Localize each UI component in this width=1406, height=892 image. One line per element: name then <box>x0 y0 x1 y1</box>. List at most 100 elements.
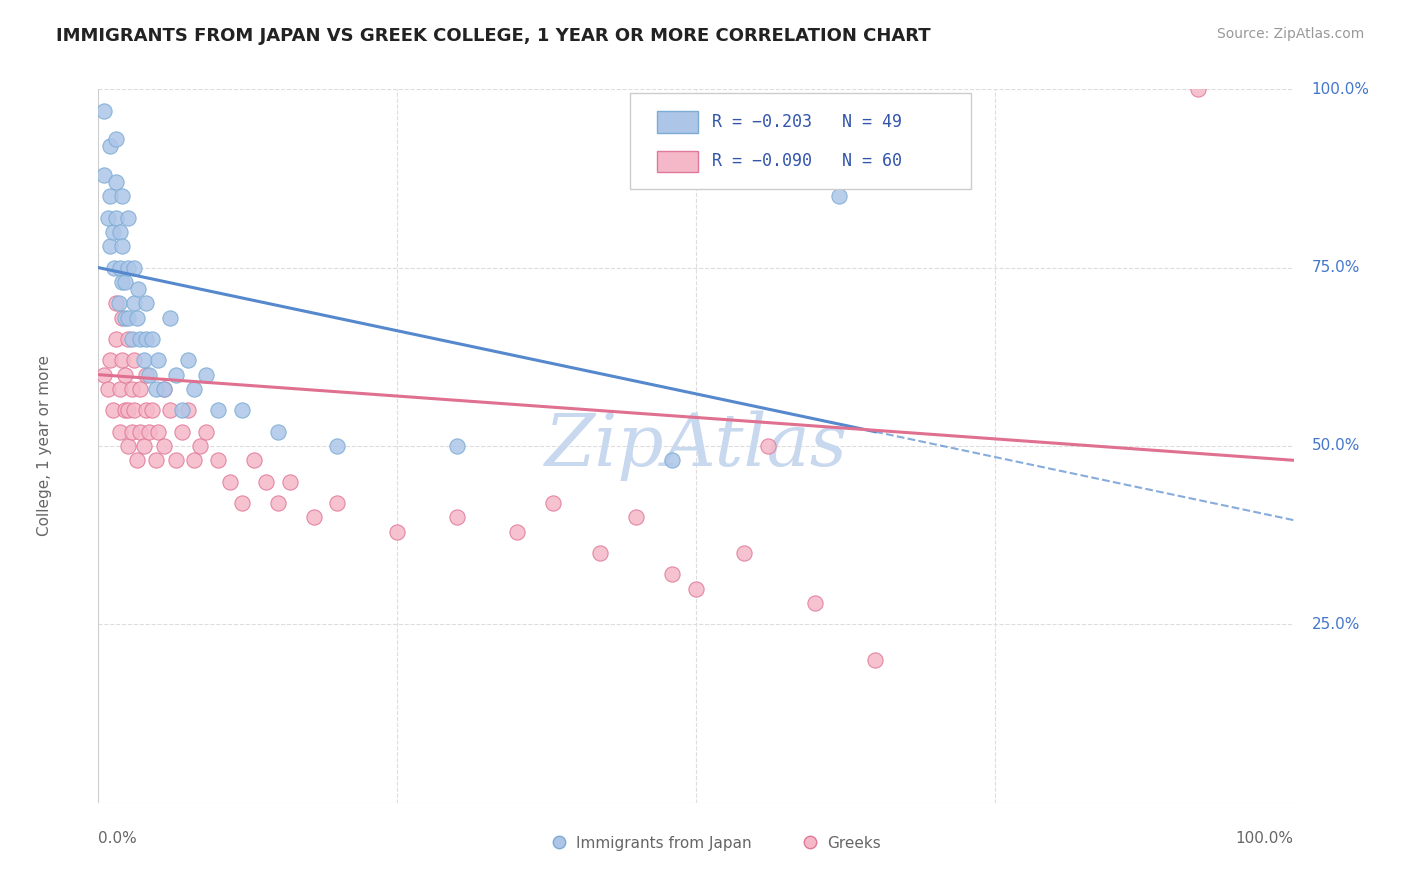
Point <box>93 168 115 182</box>
Point <box>107 296 129 310</box>
Point <box>105 175 128 189</box>
Text: 25.0%: 25.0% <box>1312 617 1360 632</box>
Point <box>132 353 155 368</box>
Point <box>207 403 229 417</box>
Point <box>105 211 128 225</box>
Point <box>125 310 148 325</box>
Point <box>111 189 134 203</box>
Point <box>326 439 349 453</box>
Point <box>254 475 277 489</box>
Point <box>114 275 136 289</box>
Text: 75.0%: 75.0% <box>1312 260 1360 275</box>
Point <box>172 425 194 439</box>
Point <box>685 582 707 596</box>
Point <box>243 453 266 467</box>
Point <box>98 353 122 368</box>
Text: 50.0%: 50.0% <box>1312 439 1360 453</box>
Point <box>117 310 139 325</box>
Point <box>177 403 200 417</box>
Point <box>159 310 181 325</box>
Point <box>195 368 218 382</box>
Point <box>97 211 120 225</box>
Point <box>101 225 124 239</box>
Point <box>804 596 827 610</box>
FancyBboxPatch shape <box>657 151 699 172</box>
Point <box>661 567 683 582</box>
Point <box>177 353 200 368</box>
Point <box>446 439 468 453</box>
Point <box>145 382 167 396</box>
Point <box>114 403 136 417</box>
Point <box>114 368 136 382</box>
Point <box>93 103 115 118</box>
Point <box>547 835 569 849</box>
Point <box>111 353 134 368</box>
Point <box>121 332 143 346</box>
Point <box>153 439 176 453</box>
Point <box>207 453 229 467</box>
Point <box>135 332 157 346</box>
Point <box>125 453 148 467</box>
Point <box>799 835 821 849</box>
Point <box>97 382 120 396</box>
Text: Greeks: Greeks <box>827 836 882 851</box>
Point <box>1187 82 1209 96</box>
FancyBboxPatch shape <box>657 112 699 133</box>
Text: College, 1 year or more: College, 1 year or more <box>37 356 52 536</box>
Point <box>195 425 218 439</box>
Point <box>159 403 181 417</box>
Point <box>148 425 170 439</box>
Point <box>385 524 409 539</box>
Point <box>138 425 160 439</box>
Point <box>165 368 187 382</box>
Point <box>124 296 146 310</box>
Point <box>117 332 139 346</box>
Point <box>183 453 205 467</box>
Point <box>108 225 131 239</box>
Point <box>129 332 152 346</box>
Point <box>114 310 136 325</box>
Point <box>103 260 125 275</box>
Point <box>231 403 253 417</box>
Point <box>105 332 128 346</box>
Point <box>153 382 176 396</box>
Point <box>541 496 564 510</box>
Point <box>108 382 131 396</box>
Point <box>111 310 134 325</box>
Point <box>127 282 149 296</box>
Point <box>589 546 612 560</box>
Point <box>506 524 529 539</box>
Point <box>121 382 143 396</box>
Point <box>756 439 779 453</box>
Point <box>141 332 163 346</box>
Point <box>132 439 155 453</box>
Point <box>105 132 128 146</box>
Point <box>188 439 211 453</box>
Point <box>302 510 325 524</box>
Point <box>661 453 683 467</box>
Point <box>98 239 122 253</box>
Text: 100.0%: 100.0% <box>1236 831 1294 847</box>
Point <box>117 403 139 417</box>
Point <box>183 382 205 396</box>
Point <box>129 382 152 396</box>
Text: IMMIGRANTS FROM JAPAN VS GREEK COLLEGE, 1 YEAR OR MORE CORRELATION CHART: IMMIGRANTS FROM JAPAN VS GREEK COLLEGE, … <box>56 27 931 45</box>
Text: R = −0.203   N = 49: R = −0.203 N = 49 <box>711 113 901 131</box>
Point <box>108 260 131 275</box>
Point <box>117 260 139 275</box>
Point <box>129 425 152 439</box>
Point <box>135 368 157 382</box>
Text: 0.0%: 0.0% <box>98 831 138 847</box>
Point <box>278 475 301 489</box>
Text: Source: ZipAtlas.com: Source: ZipAtlas.com <box>1216 27 1364 41</box>
Point <box>108 425 131 439</box>
Point <box>165 453 187 467</box>
Point <box>145 453 167 467</box>
Point <box>219 475 242 489</box>
Point <box>124 260 146 275</box>
Point <box>828 189 851 203</box>
Point <box>231 496 253 510</box>
Point <box>117 439 139 453</box>
Point <box>172 403 194 417</box>
Point <box>865 653 887 667</box>
